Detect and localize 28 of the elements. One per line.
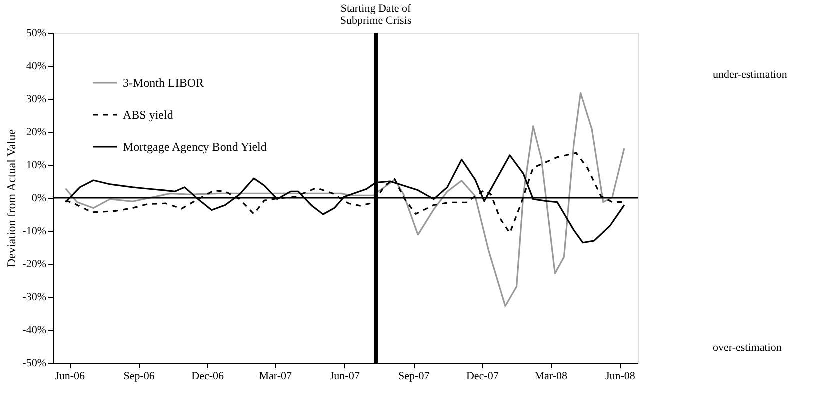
x-tick-label: Sep-06 (124, 370, 156, 382)
y-tick-label: 40% (26, 60, 46, 72)
text: under-estimation (713, 69, 788, 81)
y-axis-title: Deviation from Actual Value (4, 129, 19, 268)
y-tick-label: 10% (26, 160, 46, 172)
y-tick-label: -30% (22, 292, 46, 304)
ref-line-label: Starting Date of Subprime Crisis (340, 3, 412, 27)
y-tick-label: 20% (26, 126, 46, 138)
legend-label: 3-Month LIBOR (123, 76, 204, 90)
x-tick-label: Jun-08 (605, 370, 636, 382)
y-tick-label: -50% (22, 358, 46, 370)
x-tick-label: Dec-06 (192, 370, 225, 382)
x-tick-label: Dec-07 (466, 370, 500, 382)
y-tick-label: -40% (22, 324, 46, 336)
y-tick-label: -10% (22, 226, 46, 238)
line-series (65, 92, 626, 308)
x-tick-label: Jun-06 (55, 370, 86, 382)
y-tick-label: -20% (22, 258, 46, 270)
x-tick-label: Sep-07 (398, 370, 430, 382)
legend-label: ABS yield (123, 108, 174, 122)
y-tick-label: 0% (32, 192, 46, 204)
x-tick-label: Jun-07 (330, 370, 360, 382)
x-tick-label: Mar-07 (259, 370, 292, 382)
x-tick-label: Mar-08 (534, 370, 568, 382)
legend-label: Mortgage Agency Bond Yield (123, 140, 267, 154)
y-tick-label: 50% (26, 28, 46, 40)
y-tick-label: 30% (26, 94, 46, 106)
text: over-estimation (713, 342, 782, 354)
